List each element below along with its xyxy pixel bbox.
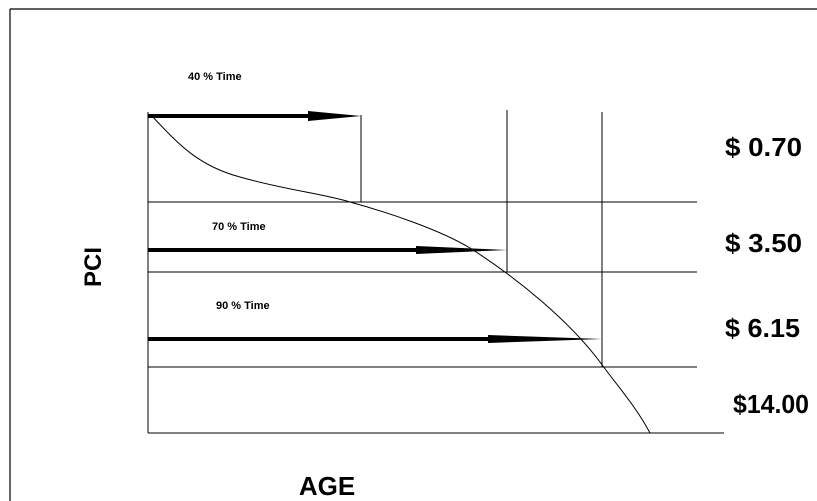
arrow-90-head [488, 335, 602, 343]
cost-label-3: $ 6.15 [725, 313, 800, 343]
cost-label-1: $ 0.70 [725, 132, 802, 162]
arrow-90-label: 90 % Time [216, 300, 270, 312]
cost-label-2: $ 3.50 [725, 228, 802, 258]
cost-label-4: $14.00 [733, 389, 809, 419]
arrow-70-head [416, 246, 507, 254]
x-axis-label: AGE [299, 471, 355, 501]
arrow-40-head [308, 111, 361, 121]
arrow-40-label: 40 % Time [188, 71, 242, 83]
deterioration-curve [149, 113, 651, 434]
y-axis-label: PCI [80, 247, 107, 287]
arrow-70-label: 70 % Time [212, 221, 266, 233]
